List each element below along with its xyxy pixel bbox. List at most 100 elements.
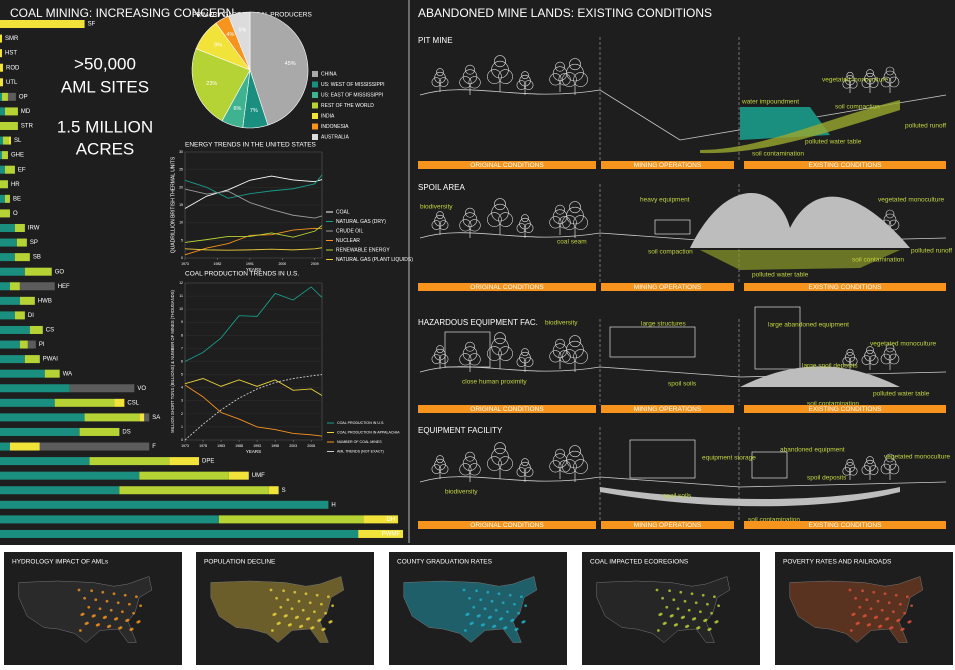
series-line [184, 384, 323, 437]
bar-segment [0, 427, 80, 436]
series-line [184, 286, 323, 362]
x-tick-label: 2003 [289, 444, 297, 448]
tree-crown [848, 356, 858, 366]
map-dot [486, 590, 490, 594]
map-dot [701, 593, 705, 597]
map-dot [899, 602, 902, 606]
map-dot [522, 620, 526, 623]
y-tick-label: 15 [179, 203, 183, 207]
annotation: close human proximity [462, 379, 527, 386]
tree-crown [866, 456, 874, 465]
map-dot [322, 627, 326, 631]
map-dot [119, 626, 123, 629]
map-dot [101, 590, 105, 594]
bar-segment [0, 500, 329, 509]
map-dot [494, 608, 498, 612]
annotation: equipment storage [702, 455, 756, 462]
map-dot [315, 593, 319, 597]
tree-crown [569, 445, 581, 458]
tree-crown [519, 461, 531, 474]
tree-crown [569, 201, 581, 214]
legend-label: COAL PRODUCTION IN APPALACHIA [337, 430, 400, 434]
y-tick-label: 0 [181, 438, 183, 442]
pie-label: 6% [233, 106, 241, 112]
phase-bar [601, 521, 734, 529]
bar-segment [14, 223, 25, 232]
bar-segment [24, 267, 52, 276]
bar-segment [0, 413, 85, 422]
map-dot [686, 624, 690, 628]
map-dot [868, 623, 871, 626]
tree-crown [883, 457, 897, 471]
tree-crown [842, 356, 852, 366]
bar-segment [0, 398, 55, 407]
map-dot [300, 624, 304, 628]
tree-crown [868, 355, 879, 365]
phase-bar [418, 405, 596, 413]
map-dot [857, 621, 860, 625]
map-dot [892, 610, 895, 614]
map-dot [497, 592, 501, 596]
tree-crown [566, 340, 584, 359]
series-line [184, 225, 323, 243]
map-dot [116, 601, 120, 605]
bar-label: S [282, 488, 286, 494]
map-dot [894, 593, 898, 597]
legend-swatch [312, 71, 318, 77]
phase-bar [744, 283, 946, 291]
tree-crown [842, 79, 852, 89]
map-dot [717, 604, 720, 608]
map-dot [704, 618, 708, 622]
legend-label: AUSTRALIA [321, 134, 349, 140]
map-dot [876, 599, 880, 603]
map-dot [297, 599, 301, 603]
map-dot [850, 629, 853, 632]
tree-crown [562, 215, 577, 230]
tree-crown [569, 58, 581, 71]
map-dot [115, 617, 119, 620]
bar-segment [0, 136, 3, 145]
building [751, 451, 788, 479]
legend-swatch [312, 113, 318, 119]
bar-segment [0, 238, 17, 247]
bar-segment [7, 92, 16, 101]
bar-label: EF [18, 167, 26, 173]
annotation: biodiversity [545, 320, 578, 327]
phase-bar [601, 405, 734, 413]
tree-crown [885, 66, 895, 76]
legend-label: INDIA [321, 113, 335, 119]
map-dot [517, 611, 520, 615]
tree-crown [888, 76, 900, 88]
x-tick-label: 1978 [199, 444, 207, 448]
map-dot [311, 626, 315, 629]
phase-bar [418, 521, 596, 529]
tree-crown [494, 55, 506, 68]
bar-segment [268, 486, 279, 495]
bar-segment [0, 369, 45, 378]
bar-segment [0, 20, 85, 28]
bar-label: HST [5, 51, 17, 57]
bar-segment [0, 442, 10, 451]
bar-label: IRW [28, 226, 40, 232]
tree-crown [846, 348, 854, 356]
map-dot [501, 601, 505, 605]
bar-label: SMR [5, 36, 19, 42]
phase-label: ORIGINAL CONDITIONS [470, 522, 544, 529]
tree-crown [549, 216, 562, 229]
bar-label: PI [39, 342, 45, 348]
bar-segment [228, 471, 249, 480]
map-dot [872, 590, 876, 594]
map-dot [83, 596, 86, 600]
map-dot [903, 611, 906, 615]
phase-label: MINING OPERATIONS [634, 522, 702, 529]
tree-crown [888, 219, 900, 231]
bar-segment [0, 92, 2, 101]
phase-label: EXISTING CONDITIONS [809, 284, 883, 291]
map-dot [661, 596, 664, 600]
map-dot [127, 602, 131, 606]
ground [419, 366, 947, 378]
tree-crown [861, 465, 872, 475]
map-dot [687, 608, 691, 612]
tree-crown [487, 346, 502, 361]
